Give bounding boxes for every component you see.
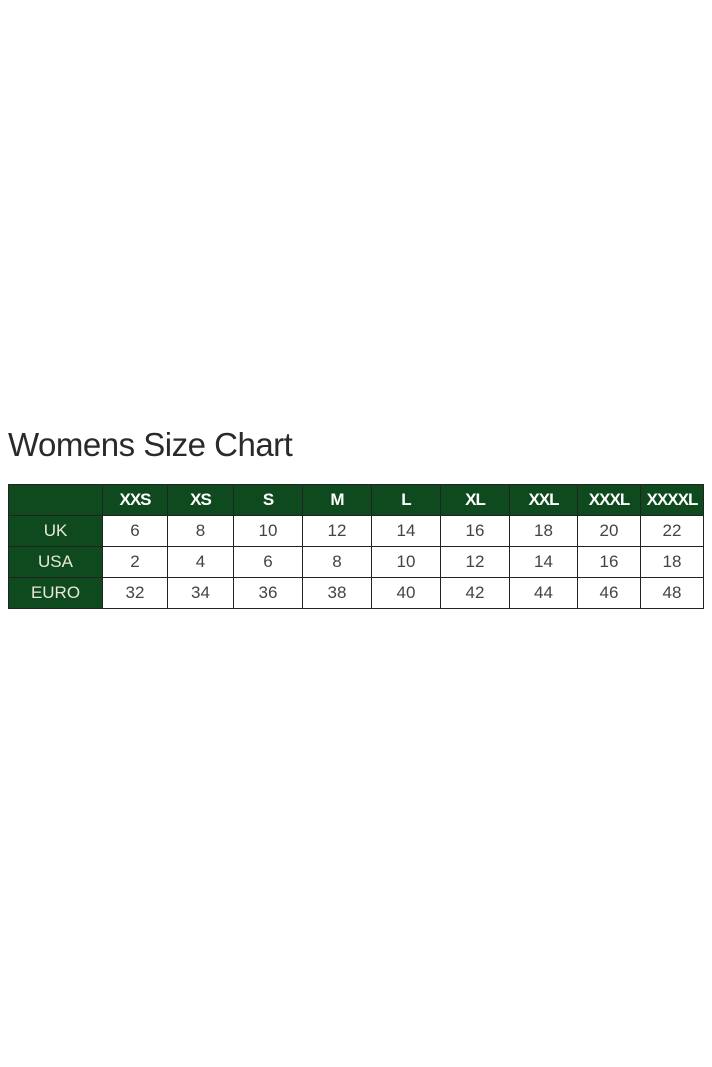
table-cell: 34	[167, 577, 234, 609]
table-cell: 36	[233, 577, 303, 609]
table-cell: 18	[640, 546, 704, 578]
column-header-xxxl: XXXL	[577, 484, 641, 516]
column-header-l: L	[371, 484, 441, 516]
column-header-xs: XS	[167, 484, 234, 516]
table-cell: 2	[102, 546, 168, 578]
table-cell: 6	[233, 546, 303, 578]
column-header-xxxxl: XXXXL	[640, 484, 704, 516]
table-cell: 16	[577, 546, 641, 578]
table-cell: 46	[577, 577, 641, 609]
table-cell: 8	[167, 515, 234, 547]
table-cell: 4	[167, 546, 234, 578]
column-header-xxs: XXS	[102, 484, 168, 516]
table-cell: 32	[102, 577, 168, 609]
size-chart-table: XXS XS S M L XL XXL XXXL XXXXL UK 6 8 10 12 14 16 18 20 2…	[8, 484, 704, 609]
column-header-s: S	[233, 484, 303, 516]
row-label: UK	[8, 515, 103, 547]
table-cell: 22	[640, 515, 704, 547]
table-cell: 10	[233, 515, 303, 547]
row-label: USA	[8, 546, 103, 578]
row-label: EURO	[8, 577, 103, 609]
table-cell: 8	[302, 546, 372, 578]
table-cell: 20	[577, 515, 641, 547]
table-row: UK 6 8 10 12 14 16 18 20 22	[8, 515, 704, 547]
table-cell: 42	[440, 577, 510, 609]
table-cell: 6	[102, 515, 168, 547]
table-cell: 44	[509, 577, 578, 609]
table-cell: 38	[302, 577, 372, 609]
column-header-m: M	[302, 484, 372, 516]
page-title: Womens Size Chart	[8, 426, 293, 463]
table-cell: 14	[371, 515, 441, 547]
table-cell: 10	[371, 546, 441, 578]
table-cell: 48	[640, 577, 704, 609]
table-cell: 12	[302, 515, 372, 547]
table-cell: 40	[371, 577, 441, 609]
table-cell: 12	[440, 546, 510, 578]
column-header-xxl: XXL	[509, 484, 578, 516]
header-row: XXS XS S M L XL XXL XXXL XXXXL	[8, 484, 704, 516]
table-row: USA 2 4 6 8 10 12 14 16 18	[8, 546, 704, 578]
table-cell: 14	[509, 546, 578, 578]
table-cell: 16	[440, 515, 510, 547]
table-row: EURO 32 34 36 38 40 42 44 46 48	[8, 577, 704, 609]
column-header-xl: XL	[440, 484, 510, 516]
table-cell: 18	[509, 515, 578, 547]
corner-cell	[8, 484, 103, 516]
